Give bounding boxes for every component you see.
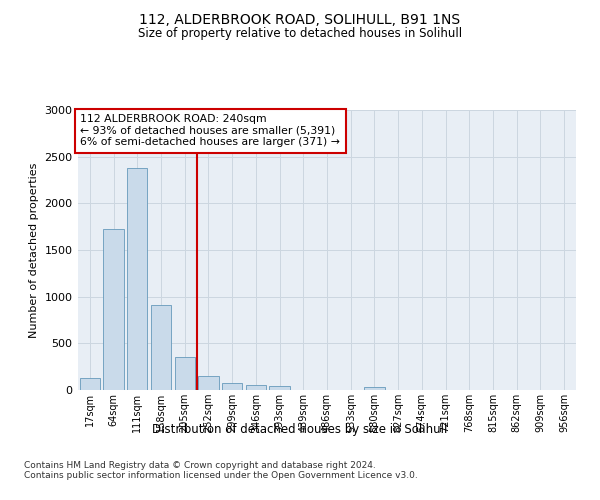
Bar [269, 386, 290, 390]
Bar [127, 168, 148, 390]
Bar [80, 378, 100, 390]
Bar [246, 386, 266, 390]
Bar [222, 382, 242, 390]
Text: 112 ALDERBROOK ROAD: 240sqm
← 93% of detached houses are smaller (5,391)
6% of s: 112 ALDERBROOK ROAD: 240sqm ← 93% of det… [80, 114, 340, 148]
Text: Distribution of detached houses by size in Solihull: Distribution of detached houses by size … [152, 422, 448, 436]
Bar [199, 376, 218, 390]
Bar [364, 387, 385, 390]
Text: 112, ALDERBROOK ROAD, SOLIHULL, B91 1NS: 112, ALDERBROOK ROAD, SOLIHULL, B91 1NS [139, 12, 461, 26]
Y-axis label: Number of detached properties: Number of detached properties [29, 162, 39, 338]
Bar [103, 230, 124, 390]
Text: Contains HM Land Registry data © Crown copyright and database right 2024.
Contai: Contains HM Land Registry data © Crown c… [24, 460, 418, 480]
Bar [175, 357, 195, 390]
Text: Size of property relative to detached houses in Solihull: Size of property relative to detached ho… [138, 28, 462, 40]
Bar [151, 305, 171, 390]
